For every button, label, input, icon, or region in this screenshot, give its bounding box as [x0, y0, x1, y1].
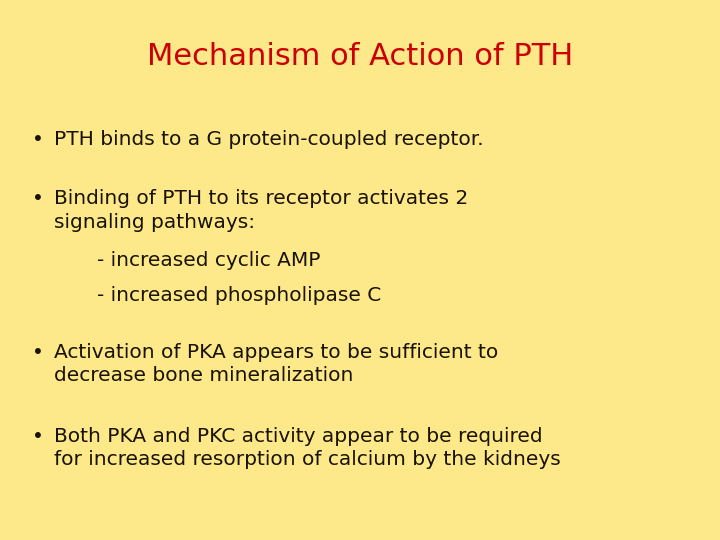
- Text: Mechanism of Action of PTH: Mechanism of Action of PTH: [147, 42, 573, 71]
- Text: •: •: [32, 189, 44, 208]
- Text: Binding of PTH to its receptor activates 2
signaling pathways:: Binding of PTH to its receptor activates…: [54, 189, 468, 232]
- Text: •: •: [32, 343, 44, 362]
- Text: •: •: [32, 130, 44, 148]
- Text: Activation of PKA appears to be sufficient to
decrease bone mineralization: Activation of PKA appears to be sufficie…: [54, 343, 498, 386]
- Text: Both PKA and PKC activity appear to be required
for increased resorption of calc: Both PKA and PKC activity appear to be r…: [54, 427, 561, 469]
- Text: - increased cyclic AMP: - increased cyclic AMP: [97, 251, 320, 270]
- Text: PTH binds to a G protein-coupled receptor.: PTH binds to a G protein-coupled recepto…: [54, 130, 484, 148]
- Text: •: •: [32, 427, 44, 446]
- Text: - increased phospholipase C: - increased phospholipase C: [97, 286, 382, 305]
